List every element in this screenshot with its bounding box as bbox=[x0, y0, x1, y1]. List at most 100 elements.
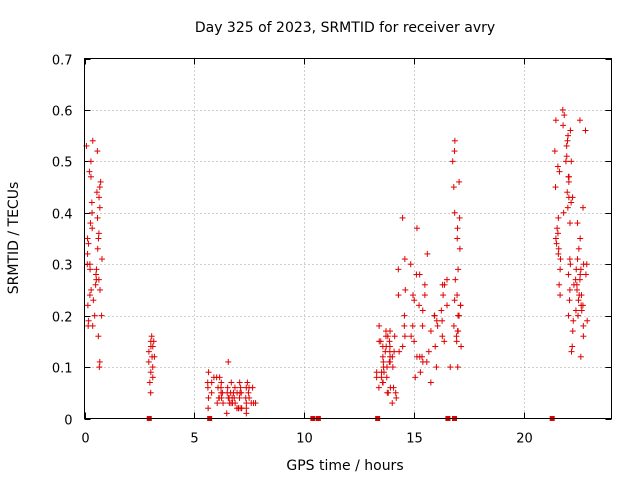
data-point bbox=[215, 394, 222, 401]
data-point bbox=[147, 338, 154, 345]
data-point bbox=[225, 358, 232, 365]
data-point bbox=[431, 312, 438, 319]
data-point bbox=[224, 384, 231, 391]
data-point bbox=[580, 204, 587, 211]
data-point bbox=[401, 333, 408, 340]
y-tick-label: 0.6 bbox=[52, 105, 73, 120]
data-point bbox=[584, 317, 591, 324]
data-point bbox=[87, 266, 94, 273]
data-point bbox=[90, 297, 97, 304]
data-point bbox=[151, 353, 158, 360]
data-point bbox=[449, 158, 456, 165]
data-point bbox=[85, 317, 92, 324]
data-point bbox=[455, 328, 462, 335]
data-point bbox=[576, 117, 583, 124]
data-point bbox=[389, 353, 396, 360]
data-point bbox=[391, 348, 398, 355]
data-point bbox=[447, 364, 454, 371]
data-point bbox=[582, 127, 589, 134]
data-point bbox=[145, 348, 152, 355]
data-point bbox=[551, 148, 558, 155]
data-point bbox=[572, 276, 579, 283]
data-point bbox=[84, 261, 91, 268]
data-points bbox=[83, 106, 591, 421]
y-tick-label: 0 bbox=[64, 414, 72, 429]
data-point bbox=[443, 276, 450, 283]
data-point bbox=[94, 214, 101, 221]
data-point bbox=[399, 214, 406, 221]
data-point bbox=[376, 322, 383, 329]
data-point bbox=[232, 400, 239, 407]
data-point bbox=[440, 292, 447, 299]
data-point bbox=[573, 281, 580, 288]
data-point bbox=[89, 209, 96, 216]
data-point bbox=[552, 235, 559, 242]
data-point bbox=[577, 235, 584, 242]
data-point bbox=[444, 302, 451, 309]
data-point bbox=[452, 276, 459, 283]
data-point bbox=[236, 389, 243, 396]
data-point bbox=[246, 394, 253, 401]
data-point bbox=[410, 292, 417, 299]
data-point bbox=[382, 333, 389, 340]
data-point bbox=[578, 292, 585, 299]
data-point bbox=[560, 209, 567, 216]
y-axis-title: SRMTID / TECUs bbox=[6, 182, 22, 295]
data-point bbox=[89, 322, 96, 329]
data-point bbox=[399, 343, 406, 350]
data-point bbox=[252, 400, 259, 407]
data-point bbox=[243, 400, 250, 407]
data-point bbox=[574, 220, 581, 227]
data-point bbox=[386, 338, 393, 345]
data-point bbox=[225, 394, 232, 401]
data-point bbox=[402, 286, 409, 293]
data-point bbox=[205, 394, 212, 401]
data-point bbox=[87, 173, 94, 180]
data-point bbox=[568, 199, 575, 206]
data-point bbox=[577, 266, 584, 273]
chart-title: Day 325 of 2023, SRMTID for receiver avr… bbox=[195, 20, 495, 36]
data-point bbox=[84, 302, 91, 309]
data-point bbox=[391, 333, 398, 340]
data-point bbox=[454, 364, 461, 371]
data-point bbox=[245, 389, 252, 396]
data-point bbox=[427, 379, 434, 386]
data-point bbox=[205, 369, 212, 376]
data-point bbox=[94, 148, 101, 155]
data-point bbox=[552, 117, 559, 124]
data-point bbox=[569, 328, 576, 335]
data-point bbox=[556, 168, 563, 175]
data-point bbox=[438, 307, 445, 314]
data-point bbox=[419, 322, 426, 329]
data-point bbox=[554, 163, 561, 170]
data-point bbox=[380, 379, 387, 386]
data-point bbox=[425, 348, 432, 355]
data-point bbox=[434, 322, 441, 329]
data-point bbox=[208, 389, 215, 396]
data-point bbox=[561, 112, 568, 119]
data-point bbox=[421, 292, 428, 299]
data-point bbox=[91, 312, 98, 319]
data-point bbox=[236, 379, 243, 386]
data-point bbox=[96, 194, 103, 201]
data-point bbox=[568, 348, 575, 355]
data-point bbox=[380, 364, 387, 371]
data-point bbox=[568, 158, 575, 165]
data-point bbox=[557, 266, 564, 273]
data-point bbox=[432, 343, 439, 350]
data-point bbox=[566, 286, 573, 293]
data-point bbox=[84, 235, 91, 242]
data-point bbox=[454, 292, 461, 299]
data-point bbox=[578, 307, 585, 314]
data-point bbox=[412, 374, 419, 381]
data-point bbox=[455, 266, 462, 273]
data-point bbox=[451, 137, 458, 144]
data-point bbox=[413, 353, 420, 360]
data-point bbox=[96, 364, 103, 371]
data-point bbox=[148, 333, 155, 340]
data-point bbox=[375, 384, 382, 391]
y-tick-label: 0.3 bbox=[52, 259, 73, 274]
data-point bbox=[565, 173, 572, 180]
data-point bbox=[580, 322, 587, 329]
